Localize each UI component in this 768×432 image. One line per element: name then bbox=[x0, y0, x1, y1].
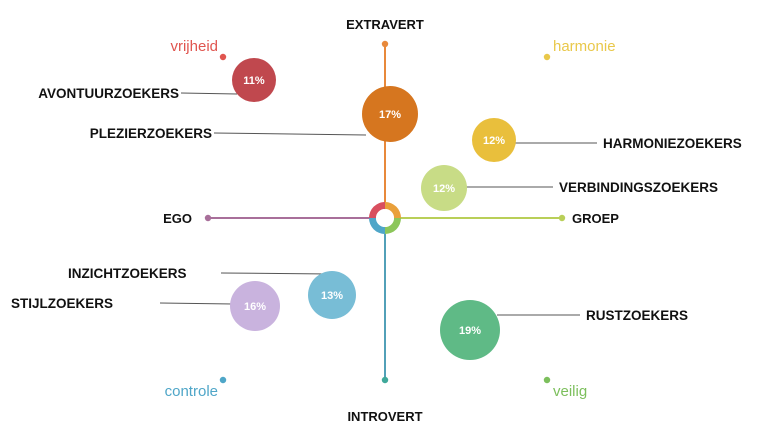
segment-label-stijl: STIJLZOEKERS bbox=[11, 296, 113, 311]
bubble-plezier: 17% bbox=[362, 86, 418, 142]
leader-inzicht bbox=[220, 272, 331, 275]
segment-label-verbinding: VERBINDINGSZOEKERS bbox=[559, 180, 718, 195]
axis-label-left: EGO bbox=[163, 211, 192, 226]
segment-label-inzicht: INZICHTZOEKERS bbox=[68, 266, 187, 281]
bubble-verbinding: 12% bbox=[421, 165, 467, 211]
dot-bottom bbox=[381, 376, 389, 384]
dot-bottom-left bbox=[219, 376, 227, 384]
leader-lines bbox=[159, 92, 597, 316]
corner-label-bottom-right: veilig bbox=[553, 383, 587, 400]
leader-avontuur bbox=[180, 92, 238, 95]
bubble-circle-plezier bbox=[362, 86, 418, 142]
segment-label-plezier: PLEZIERZOEKERS bbox=[90, 126, 212, 141]
bubble-circle-inzicht bbox=[308, 271, 356, 319]
axis-label-top: EXTRAVERT bbox=[346, 17, 424, 32]
bubble-circle-harmonie bbox=[472, 118, 516, 162]
dot-top-right bbox=[543, 53, 551, 61]
dot-bottom-right bbox=[543, 376, 551, 384]
segment-label-rust: RUSTZOEKERS bbox=[586, 308, 688, 323]
bubble-percent-inzicht: 13% bbox=[321, 290, 343, 302]
bubble-avontuur: 11% bbox=[232, 58, 276, 102]
corner-label-bottom-left: controle bbox=[165, 383, 218, 400]
bubble-percent-rust: 19% bbox=[459, 325, 481, 337]
bubble-percent-plezier: 17% bbox=[379, 109, 401, 121]
bubble-percent-avontuur: 11% bbox=[243, 75, 265, 87]
bubble-percent-stijl: 16% bbox=[244, 301, 266, 313]
bubble-circle-rust bbox=[440, 300, 500, 360]
axis-label-bottom: INTROVERT bbox=[347, 409, 422, 424]
corner-label-top-left: vrijheid bbox=[170, 38, 218, 55]
bubble-circle-stijl bbox=[230, 281, 280, 331]
endpoint-dots bbox=[204, 40, 566, 384]
bubble-stijl: 16% bbox=[230, 281, 280, 331]
segment-label-avontuur: AVONTUURZOEKERS bbox=[38, 86, 179, 101]
corner-label-top-right: harmonie bbox=[553, 38, 616, 55]
dot-right bbox=[558, 214, 566, 222]
bubble-percent-verbinding: 12% bbox=[433, 183, 455, 195]
segment-label-harmonie: HARMONIEZOEKERS bbox=[603, 136, 742, 151]
bubble-rust: 19% bbox=[440, 300, 500, 360]
bubble-harmonie: 12% bbox=[472, 118, 516, 162]
leader-plezier bbox=[213, 132, 367, 136]
leader-stijl bbox=[159, 302, 234, 305]
bubble-circle-avontuur bbox=[232, 58, 276, 102]
center-color-ring bbox=[369, 202, 401, 234]
dot-top-left bbox=[219, 53, 227, 61]
axis-label-right: GROEP bbox=[572, 211, 619, 226]
bubble-circle-verbinding bbox=[421, 165, 467, 211]
bubble-inzicht: 13% bbox=[308, 271, 356, 319]
bubble-percent-harmonie: 12% bbox=[483, 135, 505, 147]
dot-top bbox=[381, 40, 389, 48]
dot-left bbox=[204, 214, 212, 222]
